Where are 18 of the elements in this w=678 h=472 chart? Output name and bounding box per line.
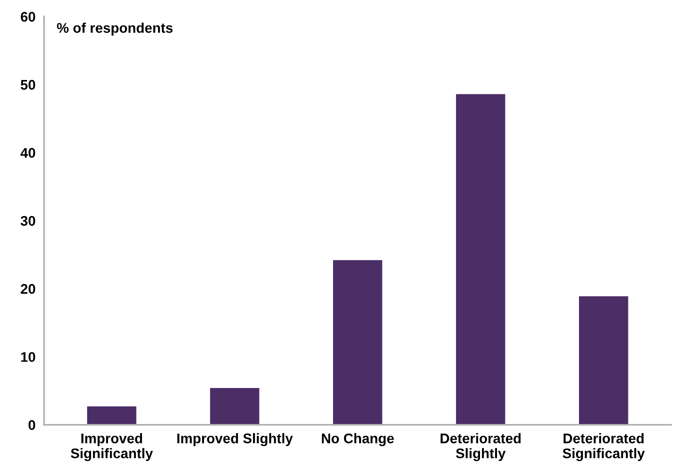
bar — [210, 388, 260, 425]
y-tick-label: 60 — [20, 12, 36, 22]
y-tick-label: 10 — [21, 352, 36, 362]
y-tick-label: 50 — [20, 80, 36, 90]
y-tick-label: 30 — [20, 216, 36, 226]
bar — [578, 296, 628, 425]
y-tick-label: 40 — [20, 148, 36, 158]
x-tick-label: No Change — [322, 433, 394, 446]
bar — [333, 260, 382, 425]
bar — [87, 406, 136, 425]
x-tick-label: Deteriorated Significantly — [562, 433, 645, 462]
x-tick-label: Deteriorated Slightly — [440, 433, 521, 462]
y-axis-title: % of respondents — [56, 22, 173, 36]
x-tick-label: Improved Slightly — [177, 433, 293, 446]
y-tick-label: 0 — [28, 420, 36, 430]
bar — [456, 94, 506, 425]
y-tick-label: 20 — [20, 284, 36, 294]
x-tick-label: Improved Significantly — [70, 433, 153, 462]
